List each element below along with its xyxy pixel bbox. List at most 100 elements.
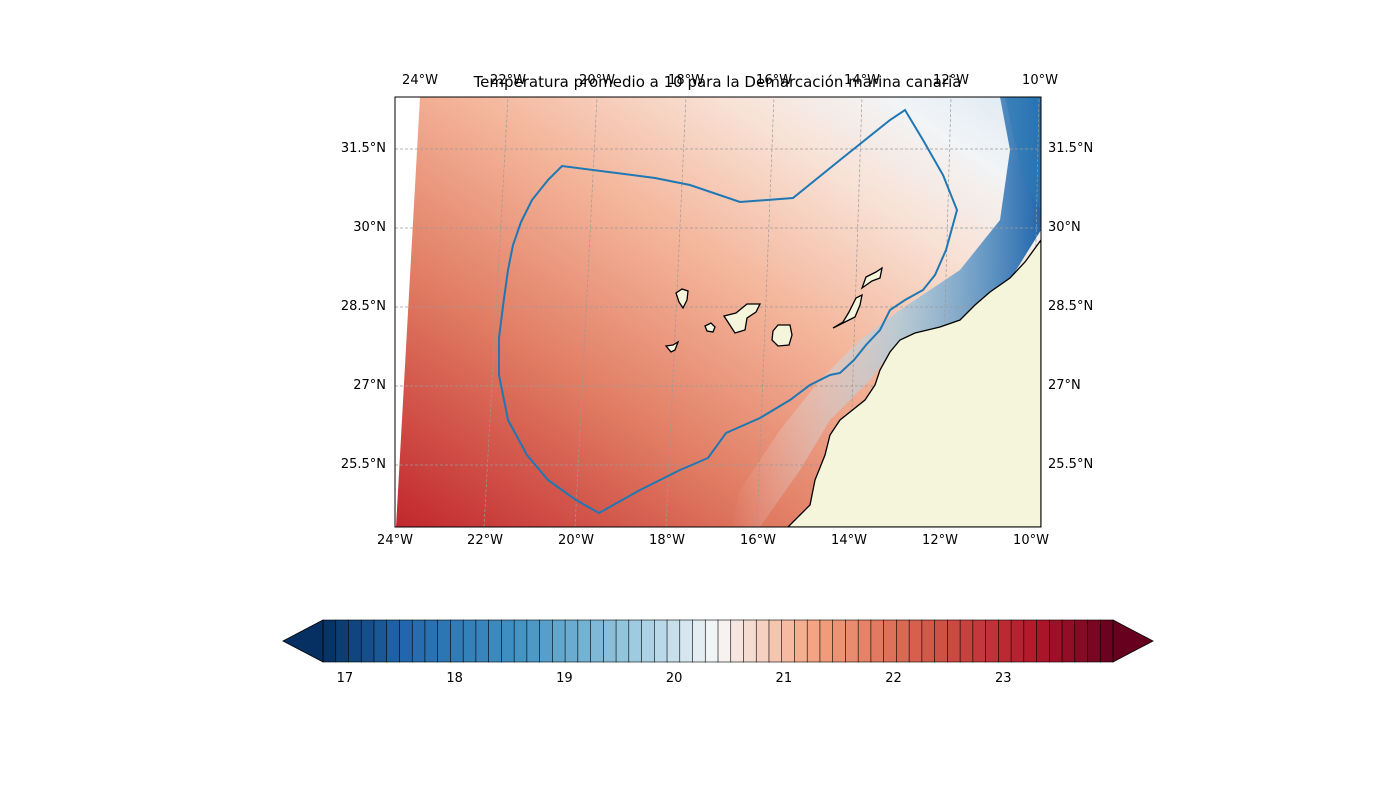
island-fuerteventura <box>832 293 863 329</box>
lat-label-right: 30°N <box>1048 220 1081 235</box>
colorbar-bin <box>959 619 974 663</box>
colorbar-bin <box>603 619 617 663</box>
colorbar-bin <box>1061 619 1076 663</box>
colorbar-bin <box>832 619 847 663</box>
map-frame <box>394 96 1042 528</box>
colorbar-bin <box>717 619 732 663</box>
map-title: Temperatura promedio a 10 para la Demarc… <box>473 73 962 91</box>
lon-label-bottom: 22°W <box>467 533 503 548</box>
island-la-palma <box>675 288 689 310</box>
colorbar-bin <box>883 619 897 663</box>
colorbar-bin <box>743 619 757 663</box>
colorbar-bin <box>513 619 528 663</box>
colorbar-tick-label: 20 <box>665 671 683 686</box>
colorbar-bin <box>934 619 948 663</box>
african-mainland <box>787 238 1041 527</box>
colorbar-bin <box>1010 619 1025 663</box>
colorbar-extend-max <box>1112 619 1154 663</box>
colorbar-tick-label: 22 <box>885 671 902 686</box>
colorbar-tick-label: 19 <box>556 671 573 686</box>
colorbar-bin <box>437 619 452 663</box>
colorbar-bin <box>908 619 923 663</box>
lon-label-top: 18°W <box>668 73 704 88</box>
colorbar-bin <box>819 619 834 663</box>
colorbar-bin <box>322 619 337 663</box>
colorbar-bin <box>386 619 401 663</box>
colorbar-bin <box>424 619 439 663</box>
lon-label-bottom: 12°W <box>922 533 958 548</box>
colorbar-bin <box>641 619 655 663</box>
colorbar-bin <box>526 619 541 663</box>
island-lanzarote <box>860 266 883 290</box>
demarcation-boundary <box>498 108 959 515</box>
colorbar-bin <box>462 619 477 663</box>
colorbar-bin <box>730 619 745 663</box>
colorbar-bin <box>768 619 783 663</box>
colorbar-bin <box>399 619 413 663</box>
colorbar-bin <box>564 619 579 663</box>
colorbar-bin <box>755 619 770 663</box>
colorbar-bin <box>666 619 681 663</box>
lon-label-top: 12°W <box>933 73 969 88</box>
colorbar-tick-label: 18 <box>446 671 463 686</box>
lon-label-bottom: 16°W <box>740 533 776 548</box>
colorbar-bin <box>998 619 1012 663</box>
lon-label-bottom: 18°W <box>649 533 685 548</box>
colorbar-bin <box>870 619 885 663</box>
colorbar-bin <box>450 619 464 663</box>
island-el-hierro <box>664 340 680 353</box>
colorbar-bin <box>806 619 821 663</box>
lon-label-top: 10°W <box>1022 73 1058 88</box>
lon-label-top: 20°W <box>579 73 615 88</box>
colorbar-bin <box>373 619 388 663</box>
colorbar-tick-label: 23 <box>994 671 1012 686</box>
colorbar-bin <box>857 619 872 663</box>
colorbar-bin <box>845 619 859 663</box>
lon-label-bottom: 24°W <box>377 533 413 548</box>
colorbar-extend-min <box>282 619 324 663</box>
lat-label-left: 25.5°N <box>340 457 386 472</box>
lat-label-right: 25.5°N <box>1048 457 1094 472</box>
north-cold-patch <box>1005 97 1041 210</box>
lon-label-bottom: 14°W <box>831 533 867 548</box>
lon-label-bottom: 20°W <box>558 533 594 548</box>
colorbar-tick-label: 17 <box>336 671 354 686</box>
lon-label-top: 16°W <box>756 73 792 88</box>
lat-label-left: 31.5°N <box>340 141 386 156</box>
colorbar-bin <box>577 619 592 663</box>
colorbar-bin <box>985 619 999 663</box>
colorbar-bin <box>1099 619 1114 663</box>
lat-label-right: 31.5°N <box>1048 141 1094 156</box>
colorbar-bin <box>501 619 515 663</box>
projection-edge <box>395 97 420 527</box>
colorbar-bin <box>921 619 936 663</box>
colorbar-bin <box>615 619 630 663</box>
colorbar-bin <box>348 619 362 663</box>
colorbar-bin <box>947 619 961 663</box>
colorbar-bin <box>539 619 553 663</box>
colorbar-bin <box>896 619 910 663</box>
colorbar-bin <box>475 619 490 663</box>
lat-label-left: 28.5°N <box>340 299 386 314</box>
colorbar-bin <box>360 619 375 663</box>
island-tenerife <box>722 303 762 334</box>
lat-label-right: 27°N <box>1048 378 1081 393</box>
lat-label-left: 30°N <box>353 220 386 235</box>
lat-label-right: 28.5°N <box>1048 299 1094 314</box>
colorbar-bin <box>411 619 426 663</box>
colorbar-bin <box>1087 619 1101 663</box>
lat-label-left: 27°N <box>353 378 386 393</box>
lon-label-top: 24°W <box>402 73 438 88</box>
lon-label-bottom: 10°W <box>1013 533 1049 548</box>
canary-islands <box>664 266 883 353</box>
island-gran-canaria <box>771 324 793 347</box>
colorbar-bin <box>794 619 808 663</box>
colorbar-tick-label: 21 <box>775 671 793 686</box>
island-la-gomera <box>704 322 716 333</box>
colorbar-bin <box>1074 619 1089 663</box>
colorbar-bin <box>704 619 719 663</box>
colorbar-bin <box>692 619 706 663</box>
colorbar <box>282 619 1154 663</box>
